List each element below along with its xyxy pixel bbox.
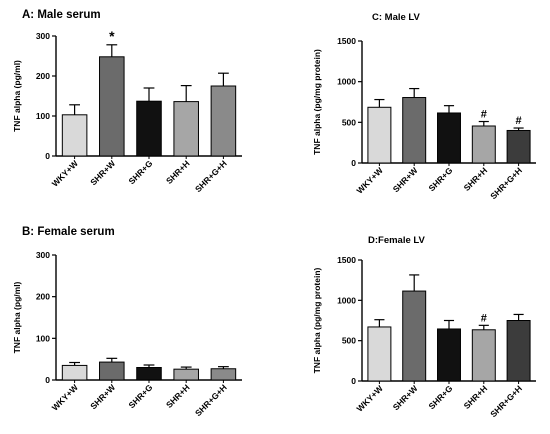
y-tick-label: 1500 bbox=[337, 255, 356, 265]
panel-d: D:Female LV TNF alpha (pg/mg protein) 0 500… bbox=[312, 235, 536, 419]
x-tick-label: SHR+H bbox=[462, 383, 490, 411]
x-tick-label: WKY+W bbox=[355, 165, 386, 196]
bar bbox=[402, 97, 427, 164]
y-tick-label: 0 bbox=[45, 151, 50, 161]
panel-b: B: Female serum TNF alpha (pg/ml) 0 100 200 3… bbox=[12, 226, 242, 418]
x-tick-label: SHR+G+H bbox=[193, 382, 229, 418]
chart-title: A: Male serum bbox=[22, 9, 101, 21]
significance-mark: * bbox=[109, 28, 115, 44]
bar bbox=[437, 112, 461, 164]
x-tick-label: WKY+W bbox=[50, 382, 81, 413]
y-tick-label: 0 bbox=[45, 375, 50, 385]
x-tick-label: SHR+W bbox=[88, 158, 118, 188]
y-axis-label: TNF alpha (pg/mg protein) bbox=[312, 267, 322, 373]
bar bbox=[136, 367, 162, 381]
bar bbox=[99, 56, 125, 157]
x-tick-label: SHR+G bbox=[126, 158, 154, 186]
y-tick-label: 0 bbox=[351, 376, 356, 386]
y-tick-label: 500 bbox=[342, 117, 356, 127]
panel-a: A: Male serum TNF alpha (pg/ml) 0 100 200 300… bbox=[12, 9, 242, 194]
significance-mark: # bbox=[481, 312, 487, 324]
x-tick-label: SHR+H bbox=[462, 165, 490, 193]
y-tick-label: 200 bbox=[36, 292, 50, 302]
bar bbox=[402, 290, 427, 382]
significance-mark: # bbox=[516, 115, 522, 127]
bar bbox=[471, 125, 496, 164]
y-axis-label: TNF alpha (pg/ml) bbox=[12, 60, 22, 132]
y-axis-label: TNF alpha (pg/ml) bbox=[12, 281, 22, 353]
y-tick-label: 1500 bbox=[337, 36, 356, 46]
y-tick-label: 0 bbox=[351, 158, 356, 168]
bar bbox=[367, 326, 392, 382]
y-tick-label: 1000 bbox=[337, 77, 356, 87]
chart-title: D:Female LV bbox=[368, 235, 426, 246]
bar bbox=[99, 361, 125, 381]
y-axis-label: TNF alpha (pg/mg protein) bbox=[312, 49, 322, 155]
x-tick-label: SHR+W bbox=[391, 383, 421, 413]
bar bbox=[471, 329, 496, 382]
chart-title: C: Male LV bbox=[372, 12, 421, 23]
x-tick-label: WKY+W bbox=[50, 158, 81, 189]
panel-c: C: Male LV TNF alpha (pg/mg protein) 0 500 1… bbox=[312, 12, 536, 201]
bar bbox=[61, 114, 88, 157]
x-tick-label: SHR+G+H bbox=[193, 158, 229, 194]
x-tick-label: SHR+G+H bbox=[488, 165, 524, 201]
bar bbox=[173, 368, 199, 381]
y-tick-label: 200 bbox=[36, 71, 50, 81]
x-tick-label: SHR+H bbox=[164, 158, 192, 186]
y-tick-label: 100 bbox=[36, 333, 50, 343]
bar bbox=[136, 100, 162, 157]
significance-mark: # bbox=[481, 109, 487, 121]
bar bbox=[506, 129, 531, 164]
x-tick-label: SHR+G bbox=[426, 165, 454, 193]
y-tick-label: 1000 bbox=[337, 295, 356, 305]
bar bbox=[173, 101, 199, 157]
bar bbox=[437, 328, 461, 382]
x-tick-label: SHR+G bbox=[426, 383, 454, 411]
y-tick-label: 100 bbox=[36, 111, 50, 121]
bar bbox=[210, 368, 237, 381]
x-tick-label: SHR+W bbox=[391, 165, 421, 195]
bar bbox=[367, 106, 392, 164]
x-tick-label: SHR+W bbox=[88, 382, 118, 412]
bar bbox=[506, 320, 531, 382]
y-tick-label: 300 bbox=[36, 31, 50, 41]
x-tick-label: WKY+W bbox=[355, 383, 386, 414]
y-tick-label: 300 bbox=[36, 250, 50, 260]
chart-title: B: Female serum bbox=[22, 226, 115, 238]
x-tick-label: SHR+G bbox=[126, 382, 154, 410]
x-tick-label: SHR+H bbox=[164, 382, 192, 410]
y-tick-label: 500 bbox=[342, 336, 356, 346]
bar bbox=[61, 364, 88, 381]
x-tick-label: SHR+G+H bbox=[488, 383, 524, 419]
bar bbox=[210, 85, 237, 157]
